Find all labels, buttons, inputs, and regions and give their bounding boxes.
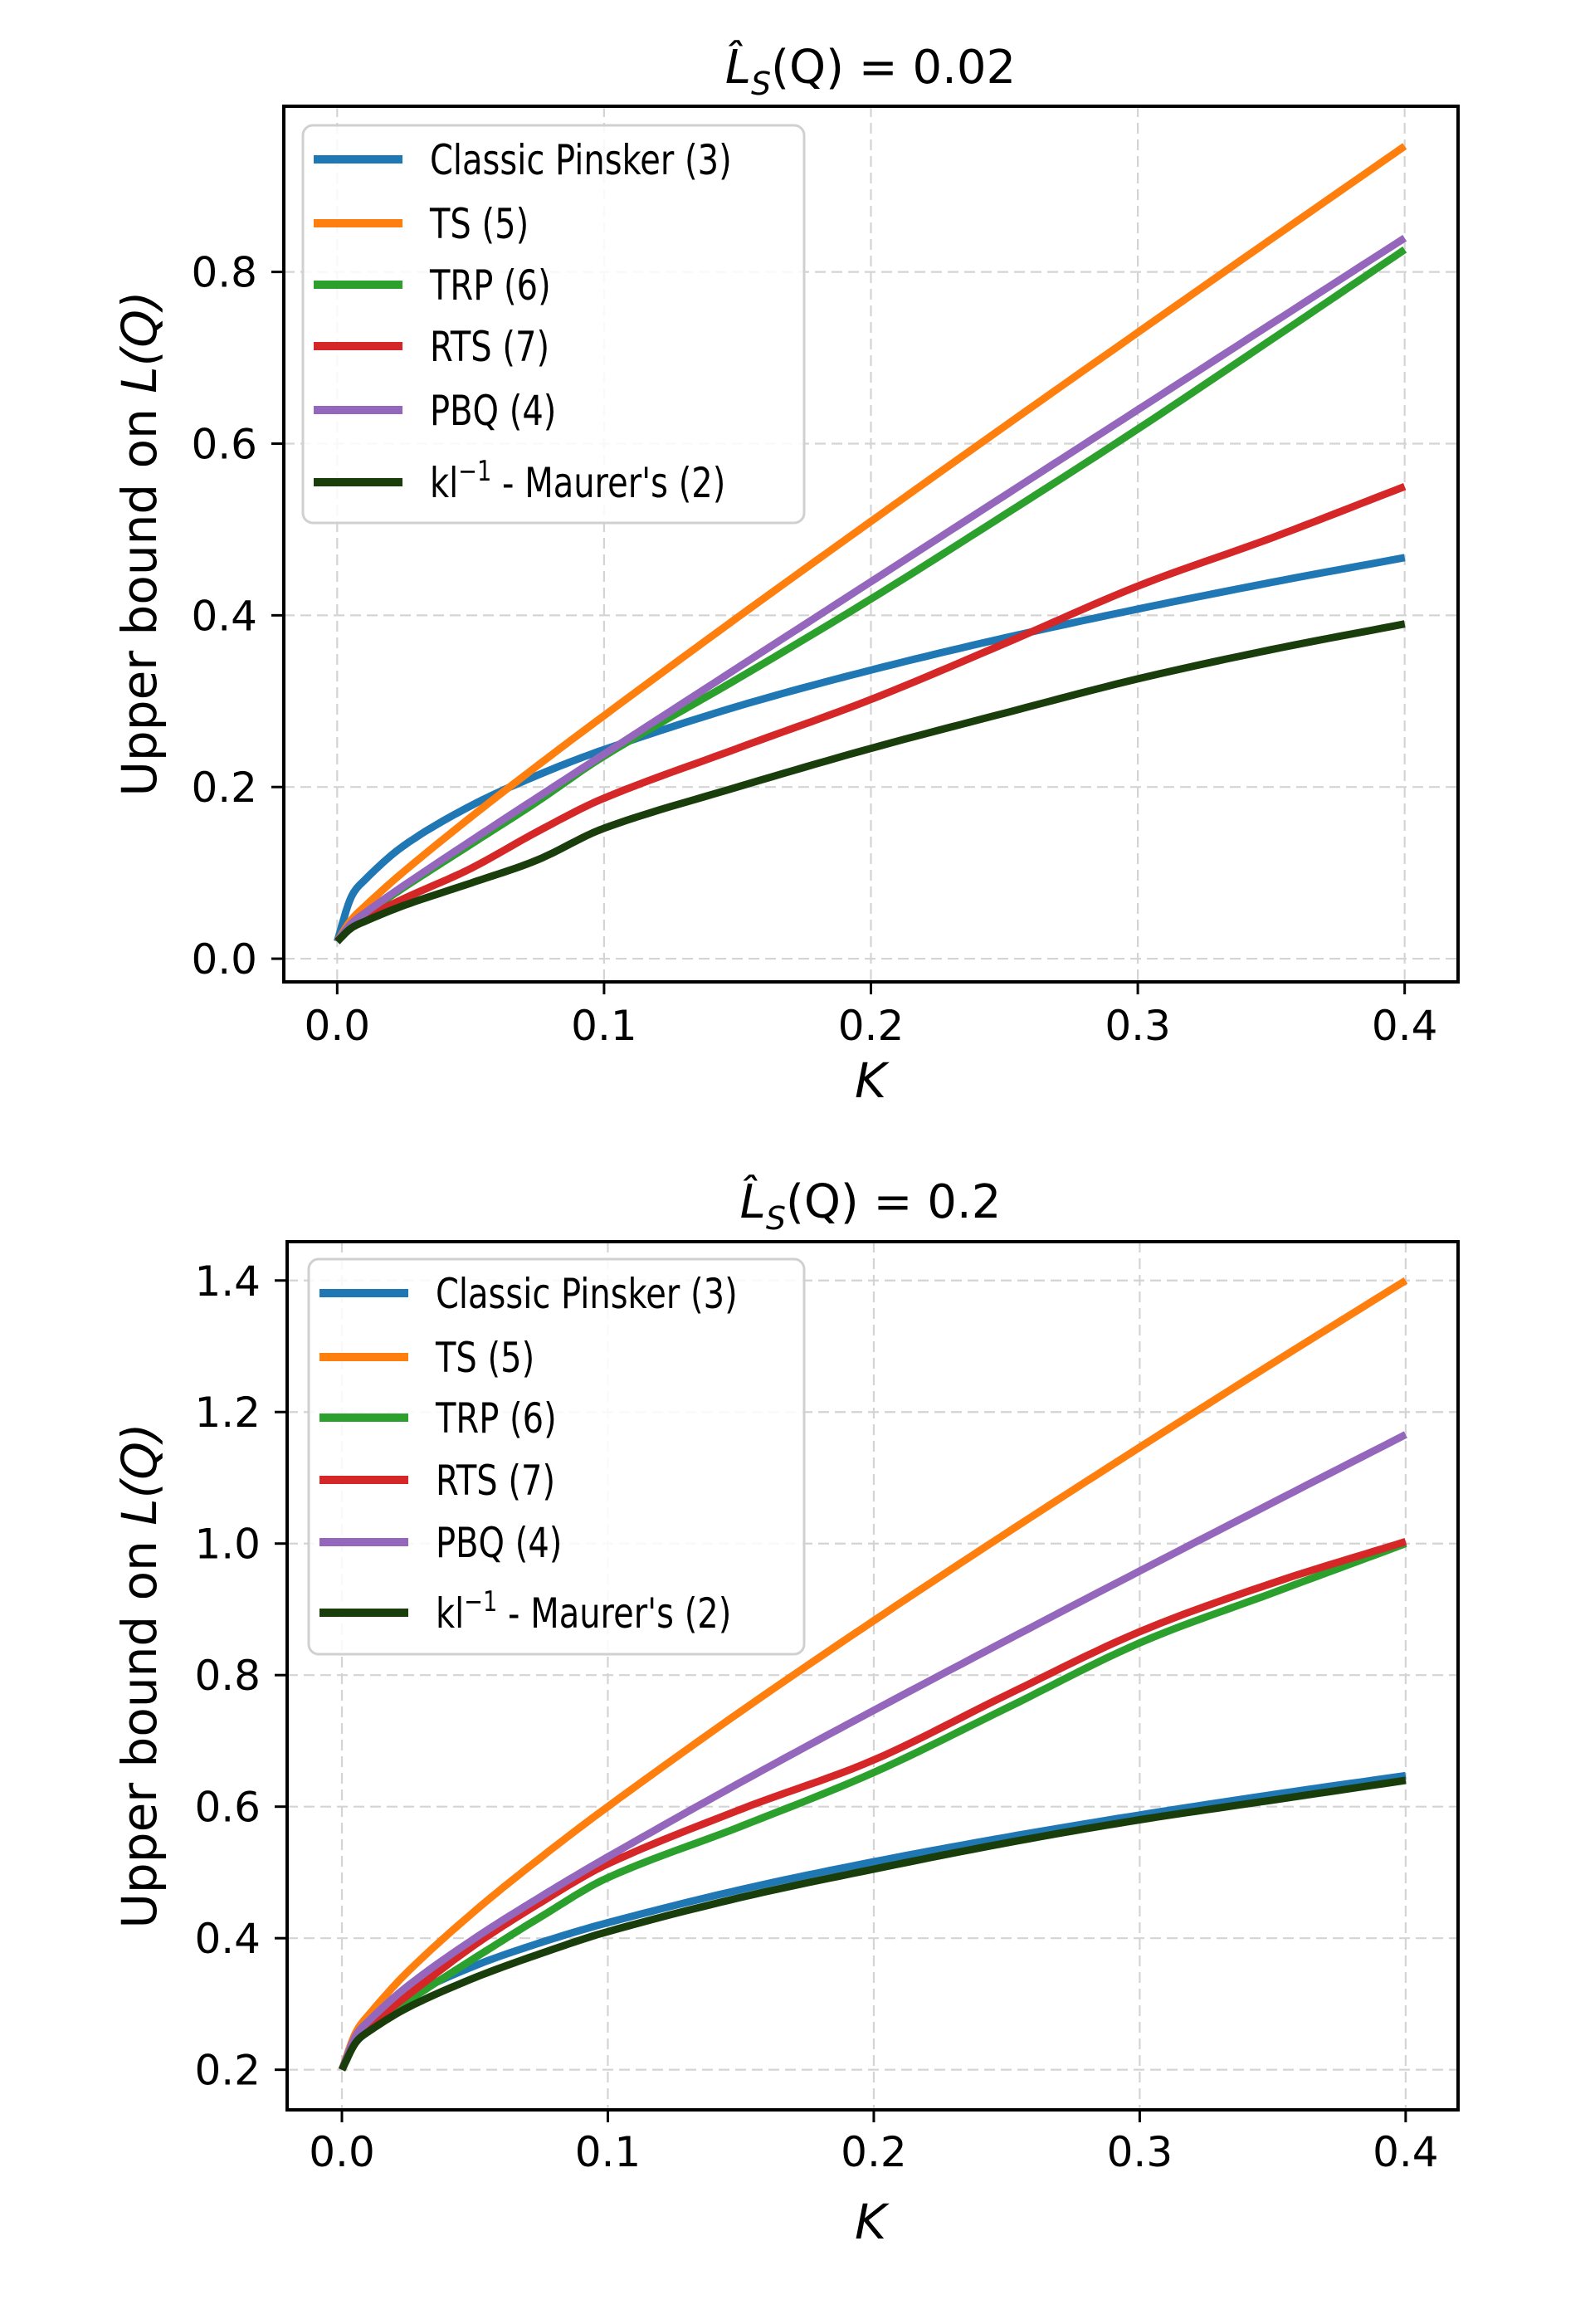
series-line-classic-pinsker-3 [334, 554, 1406, 943]
grid [287, 1242, 1458, 2110]
title-value: 0.2 [927, 1175, 1001, 1229]
legend-label-rest: - Maurer's (2) [497, 1589, 731, 1638]
y-tick-label: 1.2 [194, 1389, 261, 1437]
x-tick-label: 0.1 [575, 2128, 641, 2176]
y-axis-label-text: Upper bound on [111, 393, 168, 797]
legend-label: PBQ (4) [436, 1519, 562, 1568]
y-tick-label: 0.8 [194, 1652, 261, 1700]
legend-label: RTS (7) [436, 1457, 555, 1506]
title-symbol: L̂ [725, 41, 751, 95]
y-axis-ticks: 0.2 0.4 0.6 0.8 1.0 1.2 1.4 [194, 1257, 287, 2095]
legend-frame [301, 124, 806, 525]
legend-label: kl−1 - Maurer's (2) [436, 1585, 731, 1638]
legend-item: PBQ (4) [319, 1519, 562, 1568]
legend-label-base: kl [436, 1589, 464, 1638]
series-line-ts-5 [338, 1277, 1408, 2072]
x-tick-label: 0.0 [305, 1002, 371, 1050]
x-tick-label: 0.2 [841, 2128, 907, 2176]
legend-item: kl−1 - Maurer's (2) [314, 455, 725, 507]
y-axis-label-text: Upper bound on [111, 1526, 168, 1929]
y-axis-label: Upper bound on L(Q) [111, 1423, 168, 1928]
legend-label: Classic Pinsker (3) [430, 136, 732, 185]
legend-item: Classic Pinsker (3) [314, 136, 732, 185]
title-middle: (Q) = [786, 1175, 927, 1229]
y-tick-label: 0.8 [191, 249, 257, 297]
legend-item: Classic Pinsker (3) [319, 1270, 738, 1319]
y-tick-label: 0.6 [194, 1784, 261, 1832]
legend-label: PBQ (4) [430, 387, 556, 436]
legend-item: RTS (7) [314, 323, 549, 372]
legend-item: TS (5) [319, 1334, 534, 1383]
legend-item: TRP (6) [314, 261, 551, 310]
series-lines [338, 1277, 1408, 2072]
title-middle: (Q) = [771, 41, 912, 95]
series-line-rts-7 [338, 1538, 1407, 2072]
legend-label: kl−1 - Maurer's (2) [430, 455, 725, 507]
legend: Classic Pinsker (3) TS (5) TRP (6) RTS (7) P… [301, 124, 806, 525]
x-tick-label: 0.2 [838, 1002, 905, 1050]
y-tick-label: 1.4 [194, 1257, 261, 1306]
legend-item: kl−1 - Maurer's (2) [319, 1585, 731, 1638]
x-tick-label: 0.4 [1373, 2128, 1439, 2176]
subplot-title: L̂S(Q) = 0.2 [740, 1175, 1002, 1237]
legend-item: TS (5) [314, 200, 529, 249]
legend-label: TS (5) [435, 1334, 534, 1383]
y-axis-label-math: L(Q) [111, 290, 168, 393]
x-axis-label: K [855, 2194, 890, 2250]
x-tick-label: 0.4 [1372, 1002, 1438, 1050]
x-axis-ticks: 0.0 0.1 0.2 0.3 0.4 [309, 2110, 1439, 2176]
series-line-pbq-4 [334, 235, 1407, 945]
series-line-kl-maurer-s-2 [334, 620, 1406, 945]
legend-item: RTS (7) [319, 1457, 555, 1506]
legend-label-rest: - Maurer's (2) [491, 459, 725, 508]
grid [284, 106, 1458, 982]
series-line-pbq-4 [338, 1431, 1407, 2072]
subplot-title: L̂S(Q) = 0.02 [725, 41, 1016, 102]
legend-label-superscript: −1 [464, 1585, 497, 1618]
x-tick-label: 0.1 [571, 1002, 637, 1050]
y-tick-label: 0.2 [194, 2047, 261, 2095]
legend-label: TS (5) [429, 200, 529, 249]
series-line-kl-maurer-s-2 [339, 1776, 1407, 2072]
legend-item: PBQ (4) [314, 387, 556, 436]
x-tick-label: 0.0 [309, 2128, 375, 2176]
legend-label-superscript: −1 [458, 455, 491, 488]
legend-item: TRP (6) [319, 1394, 557, 1443]
y-tick-label: 0.6 [191, 420, 257, 468]
subplot-bottom: L̂S(Q) = 0.2 0.0 0.1 0.2 0.3 0.4 0.20.40.60.… [111, 1175, 1460, 2250]
legend-label: TRP (6) [435, 1394, 557, 1443]
title-subscript: S [751, 66, 771, 102]
legend-label: Classic Pinsker (3) [436, 1270, 738, 1319]
legend-label: RTS (7) [430, 323, 549, 372]
subplot-top: L̂S(Q) = 0.02 0.0 0.1 0.2 0.3 0.4 0.00.20.40… [111, 41, 1460, 1109]
x-axis-label: K [855, 1052, 890, 1109]
x-axis-ticks: 0.0 0.1 0.2 0.3 0.4 [305, 982, 1438, 1050]
series-line-ts-5 [334, 143, 1407, 944]
legend-label-base: kl [430, 459, 458, 508]
legend-frame [307, 1257, 806, 1656]
y-tick-label: 0.4 [194, 1915, 261, 1963]
title-symbol: L̂ [740, 1175, 766, 1229]
y-axis-label: Upper bound on L(Q) [111, 290, 168, 796]
y-tick-label: 1.0 [194, 1521, 261, 1569]
y-tick-label: 0.0 [191, 935, 257, 984]
y-tick-label: 0.2 [191, 764, 257, 812]
title-subscript: S [766, 1200, 786, 1237]
y-tick-label: 0.4 [191, 592, 257, 640]
y-axis-ticks: 0.0 0.2 0.4 0.6 0.8 [191, 249, 284, 984]
legend-label: TRP (6) [429, 261, 551, 310]
legend: Classic Pinsker (3) TS (5) TRP (6) RTS (7) P… [307, 1257, 806, 1656]
x-tick-label: 0.3 [1107, 2128, 1173, 2176]
y-axis-label-math: L(Q) [111, 1423, 168, 1525]
x-tick-label: 0.3 [1105, 1002, 1171, 1050]
title-value: 0.02 [912, 41, 1016, 95]
series-lines [334, 143, 1407, 945]
